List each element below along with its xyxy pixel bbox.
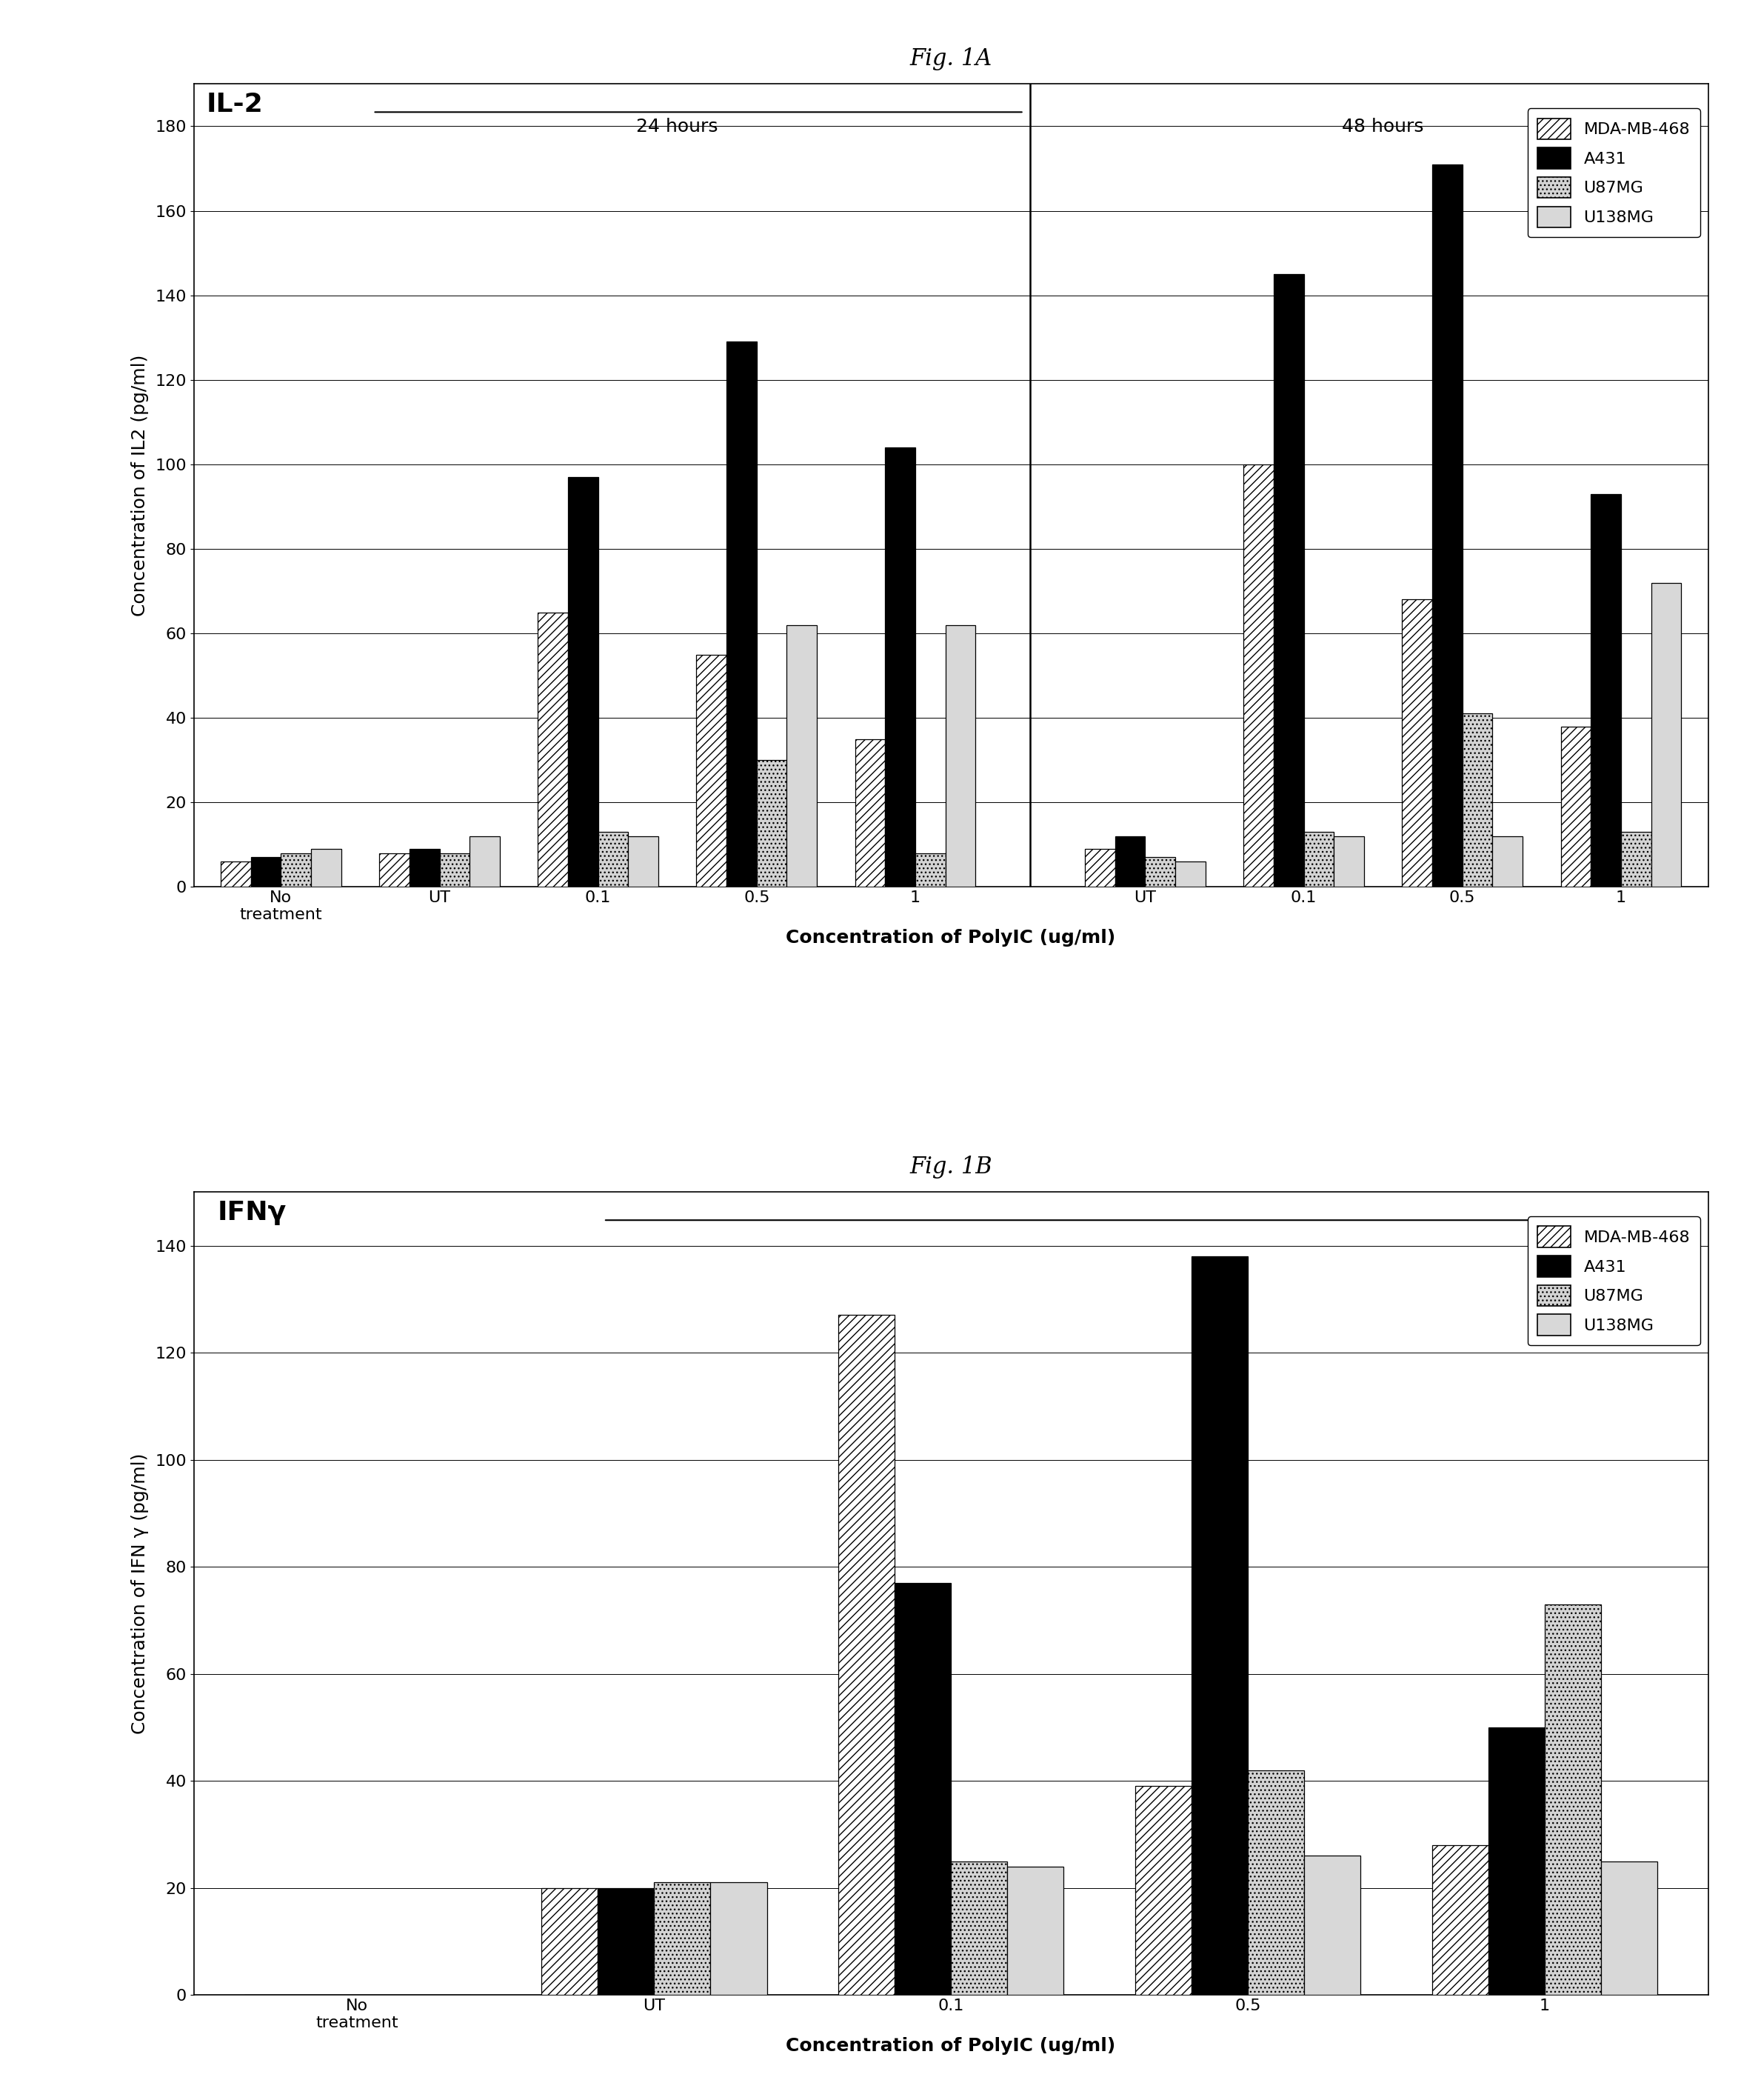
Bar (1620, 832, 1652, 886)
Bar (1432, 164, 1462, 886)
Bar (1007, 1867, 1064, 1995)
Bar (597, 1888, 653, 1995)
Y-axis label: Concentration of IFN γ (pg/ml): Concentration of IFN γ (pg/ml) (130, 1453, 148, 1735)
Bar (757, 760, 787, 886)
Bar (895, 1583, 951, 1995)
Bar (440, 853, 470, 886)
Bar (653, 1882, 710, 1995)
Bar (838, 1315, 895, 1995)
Bar (1145, 857, 1175, 886)
Bar (1544, 1604, 1601, 1995)
Bar (1652, 582, 1682, 886)
Text: IFNγ: IFNγ (217, 1199, 287, 1224)
X-axis label: Concentration of PolyIC (ug/ml): Concentration of PolyIC (ug/ml) (785, 928, 1116, 947)
Bar (951, 1861, 1007, 1995)
Bar (1085, 848, 1115, 886)
Bar (1136, 1787, 1192, 1995)
Legend: MDA-MB-468, A431, U87MG, U138MG: MDA-MB-468, A431, U87MG, U138MG (1529, 109, 1699, 237)
Bar (1333, 836, 1365, 886)
Title: Fig. 1A: Fig. 1A (910, 48, 991, 71)
Y-axis label: Concentration of IL2 (pg/ml): Concentration of IL2 (pg/ml) (130, 355, 148, 617)
Bar (1192, 1256, 1249, 1995)
Bar (1243, 464, 1273, 886)
Bar (282, 853, 312, 886)
Bar (220, 861, 250, 886)
Bar (916, 853, 946, 886)
Bar (1590, 493, 1620, 886)
Bar (1273, 275, 1303, 886)
Bar (1493, 836, 1523, 886)
Bar (696, 655, 727, 886)
Bar (537, 613, 569, 886)
Bar (1488, 1728, 1544, 1995)
Bar (727, 342, 757, 886)
Text: 24 hours: 24 hours (636, 118, 718, 136)
Bar (599, 832, 629, 886)
Bar (886, 447, 916, 886)
Bar (541, 1888, 597, 1995)
Bar (1249, 1770, 1305, 1995)
Bar (250, 857, 282, 886)
Bar (569, 477, 599, 886)
Text: IL-2: IL-2 (206, 92, 262, 118)
Bar (856, 739, 886, 886)
Bar (710, 1882, 766, 1995)
Bar (1305, 1856, 1361, 1995)
Bar (1432, 1846, 1488, 1995)
Bar (1601, 1861, 1657, 1995)
Bar (409, 848, 440, 886)
Bar (1462, 714, 1493, 886)
Bar (946, 626, 976, 886)
Bar (1560, 727, 1590, 886)
Legend: MDA-MB-468, A431, U87MG, U138MG: MDA-MB-468, A431, U87MG, U138MG (1529, 1216, 1699, 1346)
Bar (312, 848, 342, 886)
Bar (787, 626, 817, 886)
Title: Fig. 1B: Fig. 1B (910, 1155, 991, 1178)
X-axis label: Concentration of PolyIC (ug/ml): Concentration of PolyIC (ug/ml) (785, 2037, 1116, 2054)
Bar (1115, 836, 1145, 886)
Bar (1303, 832, 1333, 886)
Bar (629, 836, 659, 886)
Text: 48 hours: 48 hours (1342, 118, 1425, 136)
Bar (470, 836, 500, 886)
Bar (1402, 601, 1432, 886)
Bar (1175, 861, 1206, 886)
Bar (379, 853, 409, 886)
